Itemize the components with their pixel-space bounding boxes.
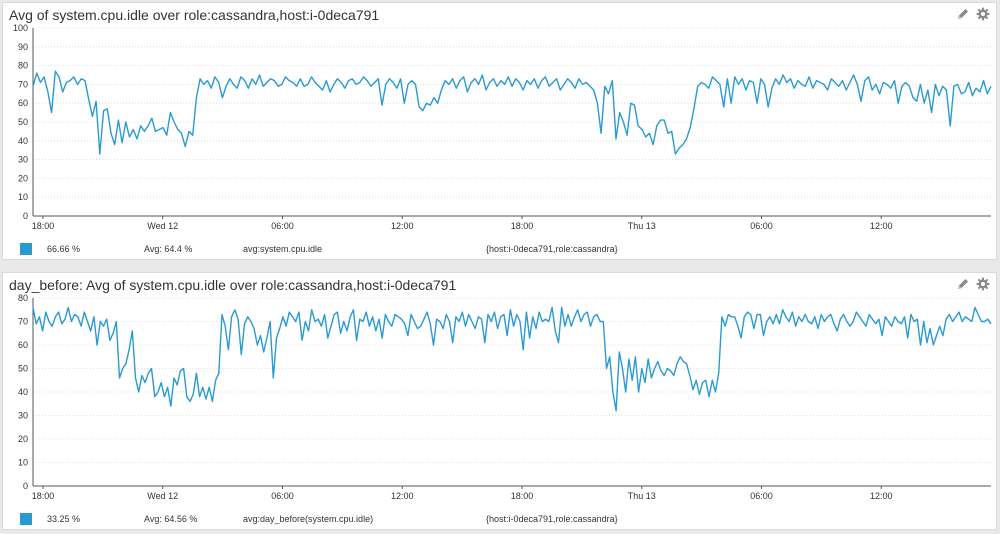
pencil-icon[interactable] — [956, 277, 970, 291]
x-tick-label: 18:00 — [511, 491, 534, 501]
y-tick-label: 50 — [18, 117, 28, 127]
y-tick-label: 100 — [13, 23, 28, 33]
x-tick-label: 18:00 — [511, 221, 534, 231]
timeseries-panel-day-before: day_before: Avg of system.cpu.idle over … — [2, 272, 997, 530]
panel-tools — [956, 7, 990, 21]
x-tick-label: 06:00 — [271, 221, 294, 231]
line-chart-cpu-idle-day-before[interactable]: 0 10 20 30 40 50 60 70 80 18:00 Wed 12 06:00 12:00 18… — [3, 293, 996, 503]
panel-title: Avg of system.cpu.idle over role:cassand… — [9, 7, 380, 23]
gear-icon[interactable] — [976, 7, 990, 21]
legend-average: Avg: 64.4 % — [144, 244, 193, 254]
x-tick-label: 18:00 — [32, 221, 55, 231]
y-tick-label: 20 — [18, 173, 28, 183]
x-tick-label: 12:00 — [391, 221, 414, 231]
series-swatch[interactable] — [20, 243, 32, 255]
legend-scope: {host:i-0deca791,role:cassandra} — [486, 244, 618, 254]
x-tick-label: 12:00 — [870, 221, 893, 231]
y-tick-label: 80 — [18, 293, 28, 303]
y-tick-label: 10 — [18, 458, 28, 468]
y-tick-label: 60 — [18, 98, 28, 108]
y-tick-label: 80 — [18, 61, 28, 71]
y-tick-label: 20 — [18, 434, 28, 444]
x-tick-label: 06:00 — [750, 491, 773, 501]
x-tick-label: 12:00 — [391, 491, 414, 501]
x-tick-label: 06:00 — [271, 491, 294, 501]
legend-metric: avg:day_before(system.cpu.idle) — [243, 514, 374, 524]
panel-title: day_before: Avg of system.cpu.idle over … — [9, 277, 457, 293]
legend-scope: {host:i-0deca791,role:cassandra} — [486, 514, 618, 524]
y-tick-label: 60 — [18, 340, 28, 350]
x-tick-label: Wed 12 — [147, 491, 178, 501]
y-tick-label: 10 — [18, 192, 28, 202]
y-tick-label: 30 — [18, 155, 28, 165]
gear-icon[interactable] — [976, 277, 990, 291]
y-tick-label: 70 — [18, 79, 28, 89]
legend-current-value: 33.25 % — [47, 514, 81, 524]
legend-average: Avg: 64.56 % — [144, 514, 198, 524]
x-tick-label: Thu 13 — [628, 221, 656, 231]
series-line — [32, 306, 992, 412]
chart-legend: 33.25 % Avg: 64.56 % avg:day_before(syst… — [3, 511, 996, 527]
x-tick-label: Wed 12 — [147, 221, 178, 231]
panel-tools — [956, 277, 990, 291]
x-tick-label: 06:00 — [750, 221, 773, 231]
series-swatch[interactable] — [20, 513, 32, 525]
y-tick-label: 40 — [18, 387, 28, 397]
y-tick-label: 40 — [18, 136, 28, 146]
y-tick-label: 30 — [18, 411, 28, 421]
y-tick-label: 0 — [23, 481, 28, 491]
pencil-icon[interactable] — [956, 7, 970, 21]
legend-metric: avg:system.cpu.idle — [243, 244, 323, 254]
chart-legend: 66.66 % Avg: 64.4 % avg:system.cpu.idle … — [3, 241, 996, 257]
y-tick-label: 90 — [18, 42, 28, 52]
y-tick-label: 0 — [23, 211, 28, 221]
timeseries-panel-current: Avg of system.cpu.idle over role:cassand… — [2, 2, 997, 260]
x-tick-label: 12:00 — [870, 491, 893, 501]
line-chart-cpu-idle[interactable]: 0 10 20 30 40 50 60 70 80 90 100 18:00 Wed 12 06:00 12… — [3, 23, 996, 233]
y-tick-label: 70 — [18, 317, 28, 327]
series-line — [32, 70, 992, 155]
y-tick-label: 50 — [18, 364, 28, 374]
x-tick-label: Thu 13 — [628, 491, 656, 501]
x-tick-label: 18:00 — [32, 491, 55, 501]
legend-current-value: 66.66 % — [47, 244, 81, 254]
